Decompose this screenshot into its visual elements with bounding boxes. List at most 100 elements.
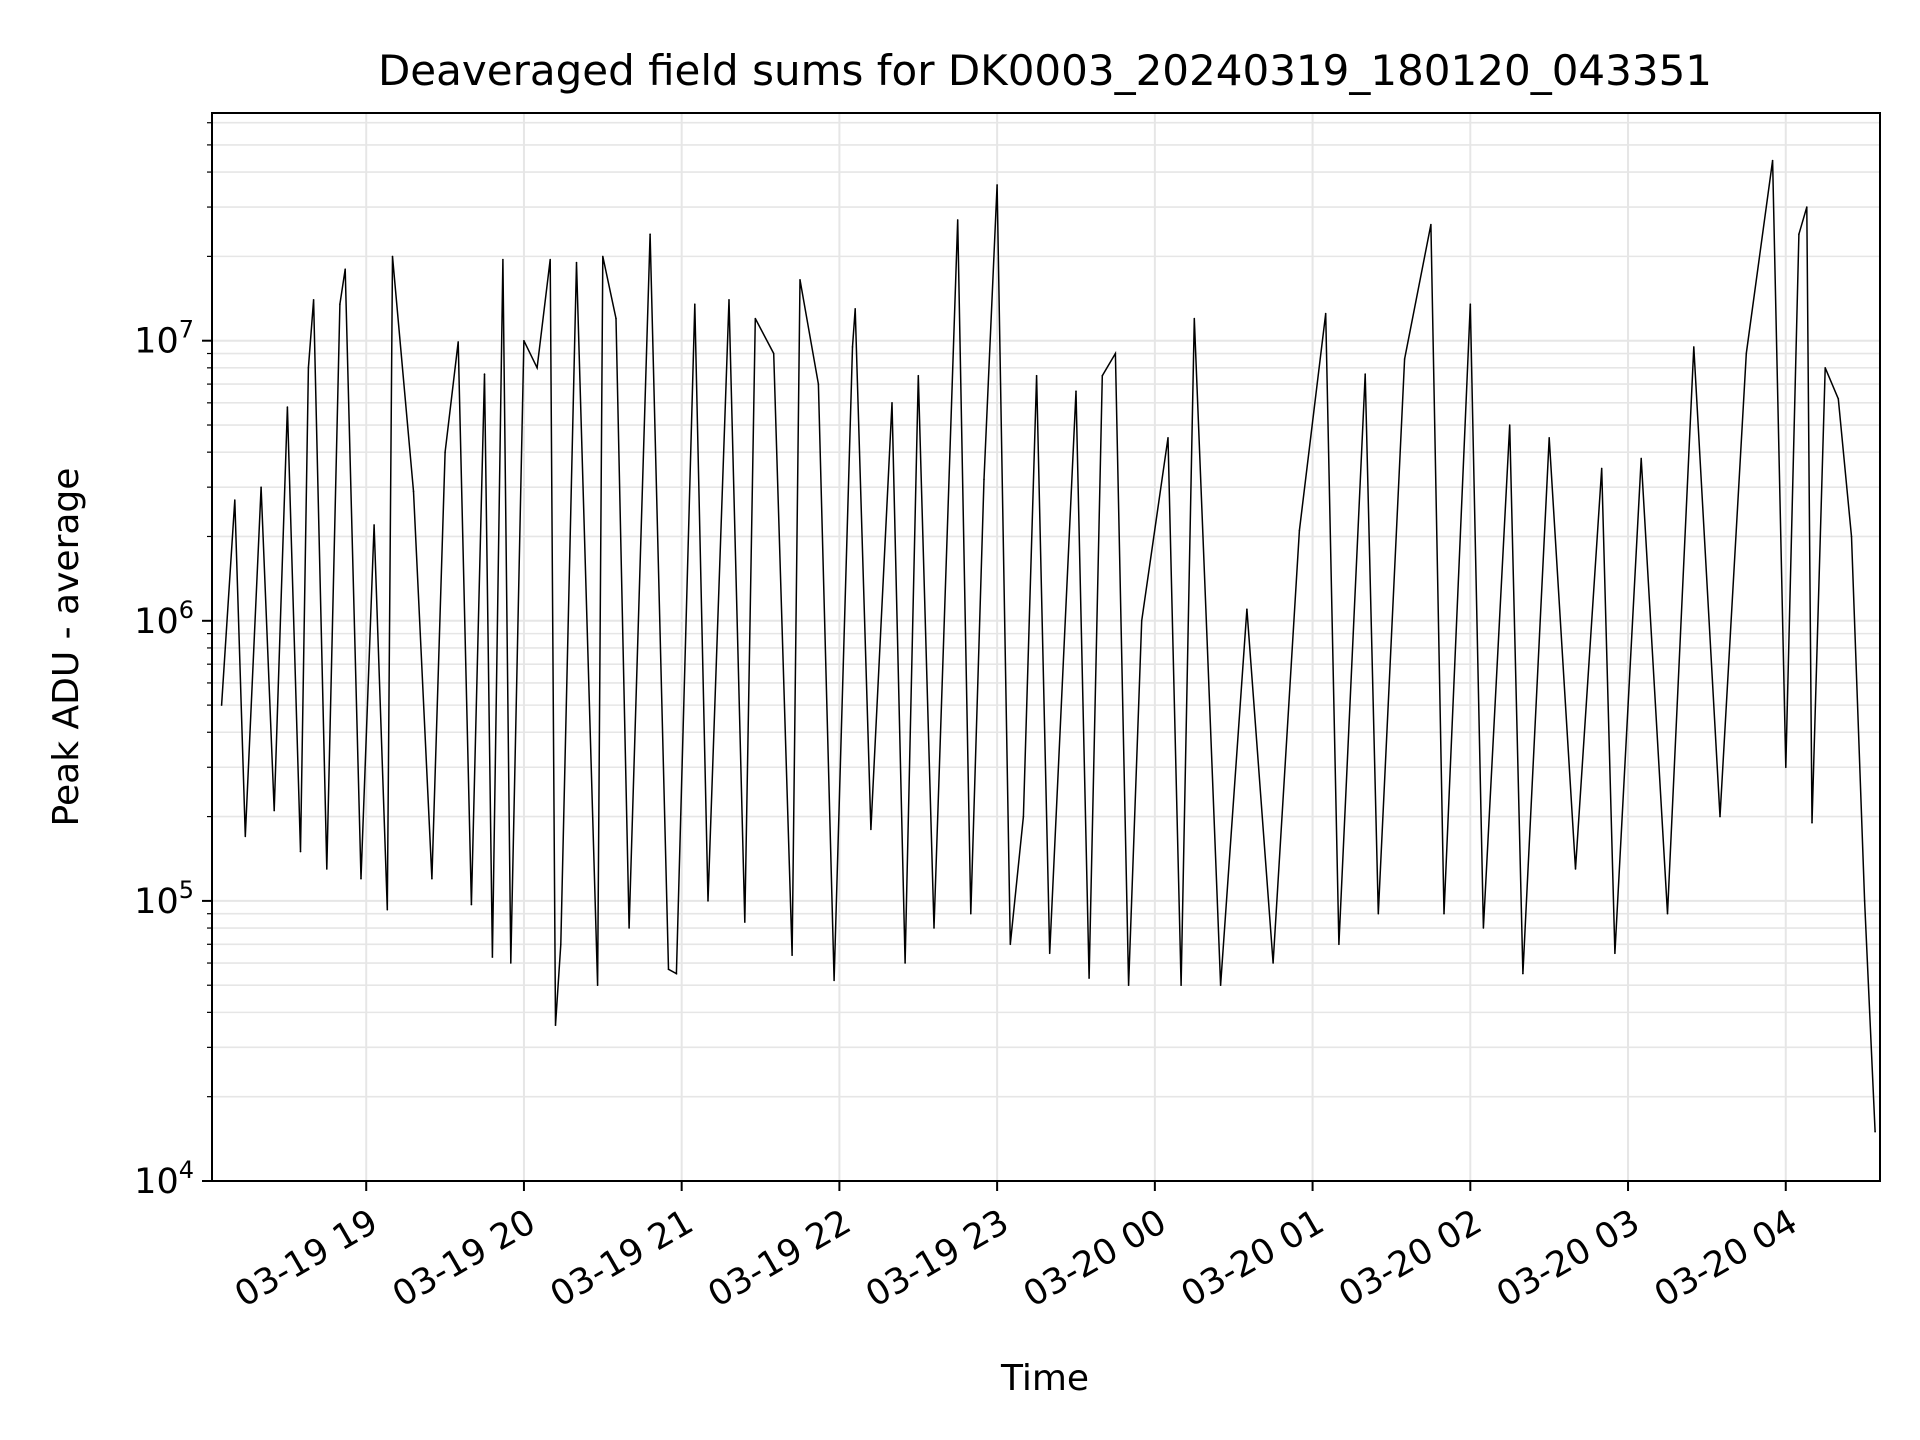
data-point xyxy=(1482,927,1485,929)
data-point xyxy=(1377,912,1380,915)
y-tick-label: 107 xyxy=(134,316,194,362)
data-point xyxy=(854,308,856,310)
data-point xyxy=(457,341,460,343)
data-point xyxy=(1806,206,1808,208)
data-point xyxy=(220,704,223,706)
data-point xyxy=(1811,822,1813,824)
data-point xyxy=(1048,952,1051,955)
data-point xyxy=(970,912,972,915)
data-point xyxy=(1088,977,1090,979)
data-point xyxy=(1771,159,1774,162)
data-point xyxy=(502,258,504,261)
data-point xyxy=(1522,972,1524,975)
data-point xyxy=(299,850,302,853)
data-point xyxy=(1193,317,1196,320)
data-point xyxy=(628,927,630,929)
data-point xyxy=(996,184,998,186)
data-point xyxy=(667,968,670,971)
y-tick-label: 105 xyxy=(134,876,194,922)
data-point xyxy=(1837,398,1840,400)
data-point xyxy=(412,490,415,493)
y-tick-base: 10 xyxy=(134,602,179,642)
data-point xyxy=(1548,437,1550,439)
data-point xyxy=(1666,912,1669,915)
data-point xyxy=(754,317,757,320)
series-layer xyxy=(220,159,1876,1133)
data-point xyxy=(1338,943,1340,946)
y-tick-base: 10 xyxy=(134,1162,179,1202)
data-point xyxy=(360,877,362,880)
data-point xyxy=(560,943,562,946)
data-point xyxy=(1127,984,1130,986)
data-point xyxy=(1640,457,1642,460)
data-point xyxy=(1403,358,1406,360)
data-point xyxy=(1785,766,1787,769)
data-point xyxy=(833,979,835,982)
data-point xyxy=(817,383,820,385)
y-tick-exponent: 7 xyxy=(179,316,194,344)
y-tick-label: 104 xyxy=(134,1156,194,1202)
data-point xyxy=(523,339,525,342)
data-point xyxy=(286,406,289,408)
data-point xyxy=(510,962,512,964)
data-point xyxy=(602,255,604,258)
data-point xyxy=(1180,984,1182,986)
data-point xyxy=(1101,374,1104,377)
data-point xyxy=(1574,868,1577,870)
data-point xyxy=(260,486,262,489)
x-axis-label: Time xyxy=(1000,1358,1089,1399)
data-point xyxy=(891,402,893,404)
y-tick-exponent: 6 xyxy=(179,596,194,624)
data-point xyxy=(373,524,375,526)
data-point xyxy=(1009,943,1012,946)
data-point xyxy=(791,954,793,956)
data-point xyxy=(1035,374,1038,377)
data-point xyxy=(312,299,315,301)
data-point xyxy=(1022,815,1025,818)
data-point xyxy=(596,984,599,986)
data-point xyxy=(675,972,678,975)
data-point xyxy=(1745,352,1748,355)
data-point xyxy=(728,299,730,301)
data-point xyxy=(1140,620,1143,622)
data-point xyxy=(1114,352,1117,355)
data-point xyxy=(1600,467,1603,470)
data-point xyxy=(386,908,389,911)
data-point xyxy=(694,303,696,306)
data-point xyxy=(1863,900,1866,902)
data-point xyxy=(917,374,920,377)
data-point xyxy=(326,868,328,870)
data-point xyxy=(273,809,276,812)
data-point xyxy=(339,303,341,306)
data-point xyxy=(1364,373,1366,375)
y-tick-exponent: 4 xyxy=(179,1156,194,1184)
data-point xyxy=(444,451,446,454)
data-point xyxy=(1075,390,1077,393)
y-tick-exponent: 5 xyxy=(179,876,194,904)
data-point xyxy=(799,279,801,281)
data-point xyxy=(391,255,394,258)
data-point xyxy=(772,352,775,355)
data-point xyxy=(1824,367,1826,369)
data-point xyxy=(470,903,473,906)
y-axis-label: Peak ADU - average xyxy=(46,468,87,827)
data-point xyxy=(1167,437,1169,439)
y-tick-base: 10 xyxy=(134,882,179,922)
series-line xyxy=(220,159,1876,1133)
data-point xyxy=(1219,984,1222,986)
data-point xyxy=(983,478,985,481)
data-point xyxy=(483,373,486,375)
data-point xyxy=(1850,535,1853,538)
data-point xyxy=(1719,815,1721,818)
data-point xyxy=(491,956,494,958)
data-point xyxy=(1693,346,1695,348)
data-point xyxy=(707,900,709,902)
data-point xyxy=(234,499,236,501)
data-point xyxy=(554,1024,557,1026)
data-point xyxy=(851,346,854,348)
data-point xyxy=(244,835,247,838)
data-point xyxy=(344,268,347,271)
data-point xyxy=(956,219,959,221)
